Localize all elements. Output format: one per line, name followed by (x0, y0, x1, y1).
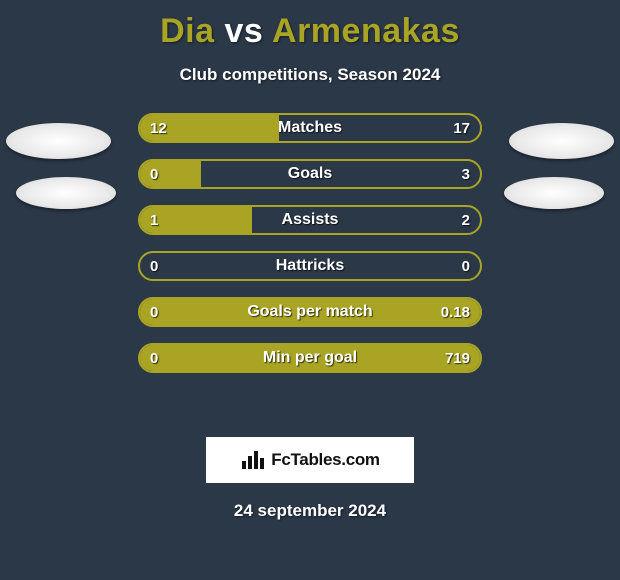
title-player1: Dia (160, 12, 214, 50)
stat-fill-left (140, 207, 252, 233)
stat-row: 0Hattricks0 (138, 251, 482, 281)
brand-text: FcTables.com (271, 450, 380, 470)
stat-value-left: 0 (150, 253, 158, 279)
stat-value-right: 0 (462, 253, 470, 279)
stat-bars: 12Matches17 0Goals3 1Assists2 0Hattricks0 0G… (138, 113, 482, 373)
stat-row: 1Assists2 (138, 205, 482, 235)
date-label: 24 september 2024 (0, 501, 620, 521)
subtitle: Club competitions, Season 2024 (0, 65, 620, 85)
stat-row: 12Matches17 (138, 113, 482, 143)
player1-badge-bottom (16, 177, 116, 209)
stat-value-right: 17 (453, 115, 470, 141)
stat-fill-left (140, 115, 279, 141)
brand-icon (240, 449, 266, 471)
stat-row: 0Min per goal719 (138, 343, 482, 373)
stat-value-right: 3 (462, 161, 470, 187)
title-player2: Armenakas (272, 12, 460, 50)
comparison-arena: 12Matches17 0Goals3 1Assists2 0Hattricks0 0G… (0, 113, 620, 413)
page-title: Dia vs Armenakas (0, 0, 620, 51)
stat-label: Hattricks (140, 253, 480, 279)
player1-badge-top (6, 123, 111, 159)
stat-row: 0Goals3 (138, 159, 482, 189)
stat-row: 0Goals per match0.18 (138, 297, 482, 327)
brand-box: FcTables.com (206, 437, 414, 483)
title-vs: vs (225, 12, 264, 50)
player2-badge-top (509, 123, 614, 159)
stat-value-right: 2 (462, 207, 470, 233)
player2-badge-bottom (504, 177, 604, 209)
stat-fill-left (140, 299, 480, 325)
stat-fill-left (140, 161, 201, 187)
stat-fill-left (140, 345, 480, 371)
